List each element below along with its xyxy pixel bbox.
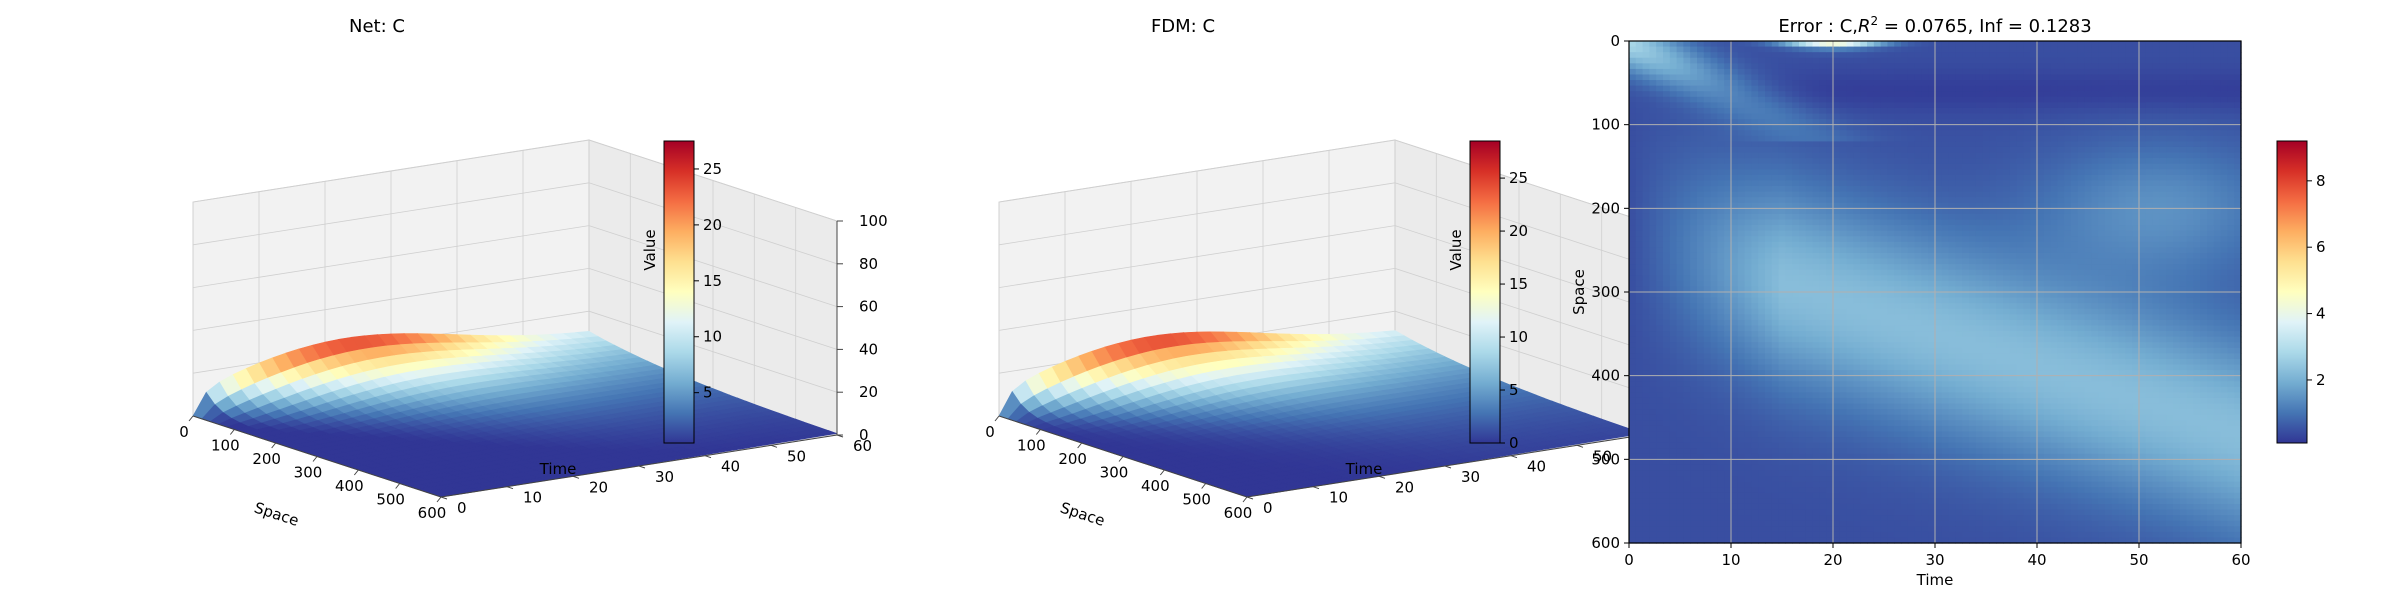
colorbar-tick-label: 15 [1509, 275, 1528, 293]
x-tick-label: 400 [335, 477, 364, 495]
z-axis-label: Value [641, 229, 659, 270]
y-tick-label: 0 [1610, 32, 1620, 50]
z-tick-label: 20 [859, 383, 878, 401]
colorbar-tick-label: 25 [1509, 169, 1528, 187]
y-tick-label: 300 [1591, 283, 1620, 301]
colorbar: 2 4 6 8 [2276, 140, 2326, 444]
z-tick-label: 100 [859, 212, 888, 230]
y-tick-label: 20 [589, 478, 608, 496]
x-tick-label: 0 [179, 423, 189, 441]
y-axis-label: Time [539, 460, 577, 478]
y-tick-label: 40 [721, 458, 740, 476]
x-tick-label: 300 [1100, 464, 1129, 482]
y-tick-label: 50 [787, 447, 806, 465]
y-tick-label: 400 [1591, 367, 1620, 385]
panel-title: FDM: C [1151, 16, 1215, 37]
x-tick-label: 50 [2129, 551, 2148, 569]
colorbar-tick-label: 10 [703, 328, 722, 346]
colorbar-tick-label: 5 [1509, 381, 1519, 399]
colorbar-tick-label: 8 [2316, 172, 2326, 190]
y-tick-label: 0 [1263, 499, 1273, 517]
colorbar-tick-label: 15 [703, 272, 722, 290]
colorbar-tick-label: 20 [703, 216, 722, 234]
colorbar-scale [663, 140, 695, 444]
z-tick-label: 60 [859, 298, 878, 316]
y-tick-label: 100 [1591, 116, 1620, 134]
x-tick-label: 30 [1925, 551, 1944, 569]
colorbar-tick-label: 5 [703, 384, 713, 402]
z-tick-label: 80 [859, 255, 878, 273]
y-tick-label: 30 [1461, 468, 1480, 486]
y-tick-label: 600 [1591, 534, 1620, 552]
x-axis-label: Time [1916, 571, 1954, 589]
y-tick-label: 0 [457, 499, 467, 517]
panel-title: Net: C [349, 16, 405, 37]
x-tick-label: 0 [1624, 551, 1634, 569]
x-tick-label: 40 [2027, 551, 2046, 569]
y-tick-label: 20 [1395, 478, 1414, 496]
x-tick-label: 100 [211, 437, 240, 455]
y-tick-label: 10 [1329, 489, 1348, 507]
x-tick-label: 300 [294, 464, 323, 482]
colorbar-tick-label: 0 [1509, 434, 1519, 452]
colorbar-tick-label: 10 [1509, 328, 1528, 346]
x-tick-label: 0 [985, 423, 995, 441]
z-tick-label: 0 [859, 426, 869, 444]
x-tick-label: 100 [1017, 437, 1046, 455]
colorbar-tick-label: 25 [703, 160, 722, 178]
x-tick-label: 200 [1058, 450, 1087, 468]
y-axis-label: Space [1570, 269, 1588, 315]
x-tick-label: 200 [252, 450, 281, 468]
x-tick-label: 600 [1224, 504, 1253, 522]
colorbar-scale [2276, 140, 2308, 444]
x-tick-label: 500 [376, 491, 405, 509]
y-axis-label: Time [1345, 460, 1383, 478]
z-tick-label: 40 [859, 340, 878, 358]
x-tick-label: 20 [1823, 551, 1842, 569]
colorbar-scale [1469, 140, 1501, 444]
y-tick-label: 500 [1591, 450, 1620, 468]
colorbar-tick-label: 6 [2316, 238, 2326, 256]
panel-title: Error : C,R2 = 0.0765, Inf = 0.1283 [1778, 14, 2091, 37]
y-tick-label: 10 [523, 489, 542, 507]
x-tick-label: 500 [1182, 491, 1211, 509]
x-tick-label: 400 [1141, 477, 1170, 495]
x-axis-label: Space [252, 499, 301, 530]
z-axis-label: Value [1447, 229, 1465, 270]
x-tick-label: 10 [1721, 551, 1740, 569]
y-tick-label: 200 [1591, 199, 1620, 217]
colorbar-tick-label: 20 [1509, 222, 1528, 240]
colorbar-tick-label: 4 [2316, 305, 2326, 323]
x-tick-label: 60 [2231, 551, 2250, 569]
colorbar-tick-label: 2 [2316, 371, 2326, 389]
y-tick-label: 40 [1527, 458, 1546, 476]
x-axis-label: Space [1058, 499, 1107, 530]
x-tick-label: 600 [418, 504, 447, 522]
y-tick-label: 30 [655, 468, 674, 486]
